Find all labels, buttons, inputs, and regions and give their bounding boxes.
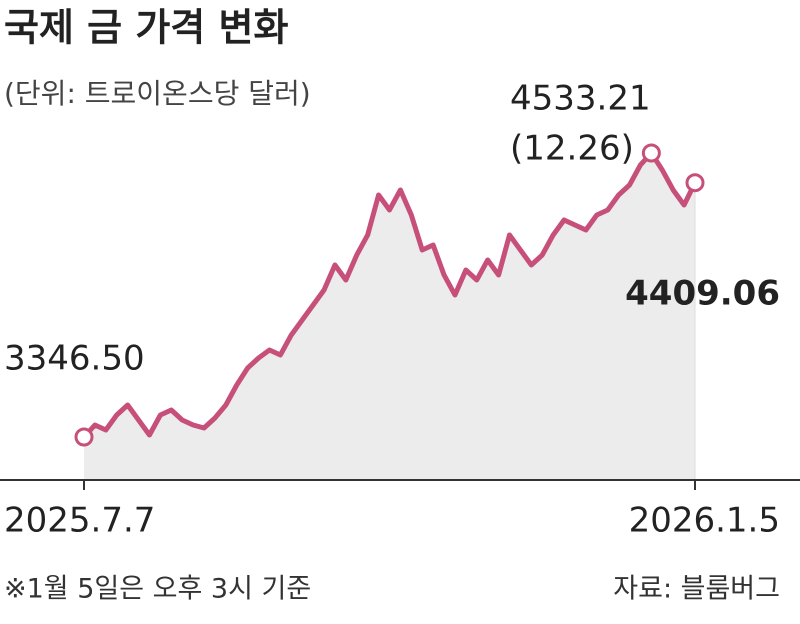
plot	[74, 143, 705, 480]
peak-label: 4533.21	[510, 79, 651, 119]
end-label: 4409.06	[625, 274, 780, 314]
price-line	[82, 150, 698, 439]
point-marker	[74, 427, 94, 447]
peak-date: (12.26)	[510, 129, 634, 169]
start-label: 3346.50	[4, 339, 145, 379]
point-marker	[641, 143, 661, 163]
source: 자료: 블룸버그	[613, 574, 780, 605]
point-marker	[685, 173, 705, 193]
footnote: ※1월 5일은 오후 3시 기준	[4, 574, 311, 605]
area	[84, 153, 695, 480]
x-tick-label: 2025.7.7	[4, 501, 155, 541]
chart-title: 국제 금 가격 변화	[4, 6, 288, 50]
x-tick-label: 2026.1.5	[629, 501, 780, 541]
chart-subtitle: (단위: 트로이온스당 달러)	[4, 77, 311, 110]
